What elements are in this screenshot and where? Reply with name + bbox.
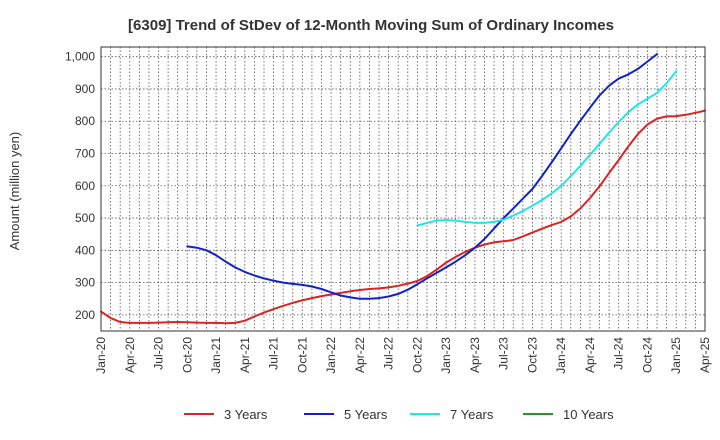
y-tick-label: 1,000 [65, 50, 95, 64]
chart-title: [6309] Trend of StDev of 12-Month Moving… [128, 17, 614, 34]
y-tick-label: 900 [75, 82, 95, 96]
y-axis-label: Amount (million yen) [7, 132, 22, 251]
y-tick-label: 200 [75, 308, 95, 322]
legend-label: 5 Years [344, 407, 388, 422]
x-tick-label: Apr-20 [123, 337, 137, 373]
x-tick-label: Jul-20 [152, 337, 166, 370]
x-tick-label: Jan-23 [439, 337, 453, 374]
series-line-7-years [416, 70, 678, 227]
y-tick-label: 300 [75, 276, 95, 290]
y-tick-label: 600 [75, 179, 95, 193]
x-tick-label: Jan-25 [669, 337, 683, 374]
legend-label: 10 Years [563, 407, 614, 422]
y-tick-label: 500 [75, 211, 95, 225]
y-tick-labels: 200 300 400 500 600 700 800 900 1,000 [65, 50, 95, 322]
plot-frame [100, 46, 706, 332]
x-tick-label: Apr-25 [698, 337, 712, 373]
series-line-5-years [186, 53, 659, 300]
x-tick-label: Jan-21 [209, 337, 223, 374]
x-tick-label: Jan-22 [324, 337, 338, 374]
x-tick-label: Apr-22 [353, 337, 367, 373]
series-lines [100, 53, 706, 325]
y-tick-label: 400 [75, 243, 95, 257]
x-tick-label: Oct-23 [525, 337, 539, 373]
x-tick-label: Jul-21 [267, 337, 281, 370]
x-tick-label: Oct-20 [180, 337, 194, 373]
x-tick-label: Oct-22 [410, 337, 424, 373]
x-tick-labels: Jan-20 Apr-20 Jul-20 Oct-20 Jan-21 Apr-21 Jul-… [94, 337, 712, 374]
x-tick-label: Jul-24 [612, 337, 626, 370]
legend-label: 3 Years [224, 407, 268, 422]
series-line-3-years [100, 109, 706, 325]
y-tick-label: 700 [75, 147, 95, 161]
x-tick-label: Oct-24 [640, 337, 654, 373]
x-tick-label: Jul-23 [497, 337, 511, 370]
x-tick-label: Apr-21 [238, 337, 252, 373]
legend: 3 Years 5 Years 7 Years 10 Years [184, 407, 614, 422]
x-tick-label: Apr-23 [468, 337, 482, 373]
x-tick-label: Jan-24 [554, 337, 568, 374]
x-tick-label: Jan-20 [94, 337, 108, 374]
x-tick-label: Apr-24 [583, 337, 597, 373]
grid [101, 47, 705, 331]
x-tick-label: Oct-21 [295, 337, 309, 373]
y-tick-label: 800 [75, 114, 95, 128]
x-tick-label: Jul-22 [382, 337, 396, 370]
legend-label: 7 Years [450, 407, 494, 422]
